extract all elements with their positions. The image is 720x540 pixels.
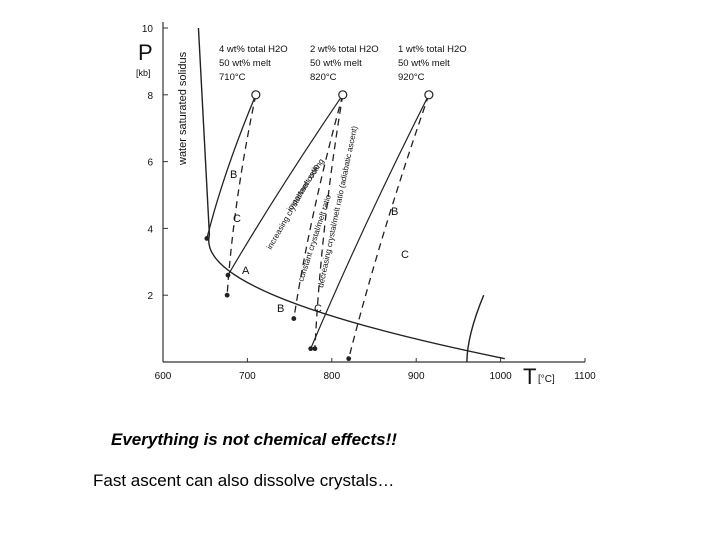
x-tick-label-900: 900: [408, 371, 425, 382]
column-3-line-3: 920°C: [398, 72, 425, 83]
series-line-3: [206, 94, 257, 239]
point-letter-3: A: [242, 265, 250, 277]
point-letter-4: B: [277, 303, 284, 315]
column-2-line-2: 50 wt% melt: [310, 58, 362, 69]
x-tick-label-1000: 1000: [489, 371, 512, 382]
start-point-2: [338, 90, 348, 100]
y-tick-label-4: 4: [147, 224, 153, 235]
start-point-3: [424, 90, 434, 100]
column-2-line-1: 2 wt% total H2O: [310, 44, 379, 55]
start-point-1: [251, 90, 261, 100]
x-axis-title: T: [523, 364, 536, 389]
series-line-1: [197, 27, 505, 360]
x-axis-unit: [°C]: [538, 374, 555, 385]
series-end-marker-9: [346, 356, 352, 362]
solidus-label: water saturated solidus: [177, 51, 189, 166]
point-letter-7: C: [401, 249, 409, 261]
y-tick-label-10: 10: [142, 24, 154, 35]
column-2-line-3: 820°C: [310, 72, 337, 83]
series-line-5: [227, 94, 344, 276]
y-axis-unit: [kb]: [136, 68, 151, 78]
plot-axes: 2 4 6 8 10 600 700 800 900 1000 1100: [142, 22, 596, 382]
plot-curves: [197, 27, 505, 363]
y-tick-label-2: 2: [147, 291, 153, 302]
y-tick-label-8: 8: [147, 91, 153, 102]
point-letter-2: C: [233, 213, 241, 225]
series-end-marker-7: [312, 346, 318, 352]
column-1-line-2: 50 wt% melt: [219, 58, 271, 69]
column-3-line-2: 50 wt% melt: [398, 58, 450, 69]
series-line-6: [293, 94, 344, 319]
series-end-marker-5: [225, 272, 231, 278]
series-line-2: [466, 294, 485, 363]
point-letter-6: B: [391, 206, 398, 218]
x-tick-label-700: 700: [239, 371, 256, 382]
column-1-line-1: 4 wt% total H2O: [219, 44, 288, 55]
x-tick-label-800: 800: [323, 371, 340, 382]
y-axis-title: P: [138, 40, 153, 65]
series-line-8: [310, 94, 430, 349]
series-end-marker-3: [204, 236, 210, 241]
point-letter-5: C: [314, 303, 322, 315]
phase-diagram: 2 4 6 8 10 600 700 800 900 1000 1100 P [kb] T [°C] wat…: [136, 22, 596, 389]
point-letter-1: B: [230, 169, 237, 181]
series-line-4: [226, 94, 257, 296]
x-tick-label-1100: 1100: [574, 371, 596, 382]
series-end-marker-6: [291, 316, 297, 321]
series-end-marker-4: [224, 292, 230, 298]
series-end-marker-8: [308, 346, 314, 352]
y-tick-label-6: 6: [147, 158, 153, 169]
caption-emphasis: Everything is not chemical effects!!: [111, 430, 397, 449]
x-tick-label-600: 600: [155, 371, 172, 382]
caption-text: Fast ascent can also dissolve crystals…: [93, 471, 395, 490]
series-line-9: [348, 94, 430, 359]
column-1-line-3: 710°C: [219, 72, 246, 83]
column-3-line-1: 1 wt% total H2O: [398, 44, 467, 55]
